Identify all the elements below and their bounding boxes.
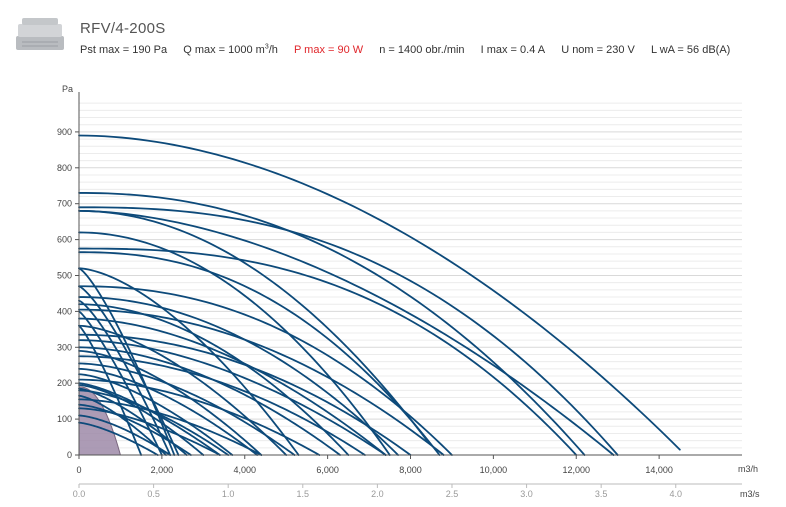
series-line [78,355,366,456]
x2-tick-label: 3.5 [595,489,608,499]
x2-tick-label: 4.0 [670,489,683,499]
spec-qmax: Q max = 1000 m3/h [183,43,278,56]
series-line [78,421,159,456]
x-tick-label: 0 [76,465,81,475]
y-tick-label: 0 [67,450,72,460]
spec-pst: Pst max = 190 Pa [80,44,168,56]
x-tick-label: 6,000 [316,465,339,475]
x-tick-label: 12,000 [562,465,590,475]
series-line [78,398,263,456]
series-line [78,209,615,456]
y-tick-label: 900 [57,127,72,137]
series-line [78,384,205,456]
series-line [78,373,234,456]
series-line [78,378,321,456]
spec-n: n = 1400 obr./min [379,44,465,56]
series-line [78,206,619,456]
spec-qmax-prefix: Q max = 1000 m [183,44,265,56]
series-line [78,285,180,456]
spec-unom: U nom = 230 V [561,44,635,56]
y-axis-unit: Pa [62,84,73,94]
curves [78,134,681,456]
x2-tick-label: 2.5 [446,489,459,499]
x2-tick-label: 1.0 [222,489,235,499]
series-line [78,407,221,456]
y-tick-label: 700 [57,199,72,209]
spec-imax: I max = 0.4 A [480,44,546,56]
x-tick-label: 2,000 [151,465,174,475]
series-line [78,339,387,456]
series-line [78,285,453,456]
y-tick-label: 300 [57,342,72,352]
x2-tick-label: 3.0 [520,489,533,499]
y-tick-label: 800 [57,163,72,173]
y-tick-label: 100 [57,414,72,424]
series-line [78,247,578,456]
x-tick-label: 4,000 [233,465,256,475]
x2-tick-label: 0.5 [147,489,160,499]
y-tick-label: 600 [57,235,72,245]
y-tick-label: 500 [57,271,72,281]
x-axis-unit: m3/h [738,464,758,474]
series-line [78,324,143,456]
series-line [78,209,428,442]
spec-qmax-sup: 3 [264,43,269,51]
x-tick-label: 14,000 [645,465,673,475]
series-line [78,362,296,456]
series-line [78,367,259,456]
fan-product-icon [16,18,64,50]
y-tick-label: 400 [57,306,72,316]
series-line [78,299,172,456]
x2-axis-unit: m3/s [740,489,760,499]
spec-pmax: P max = 90 W [293,44,364,56]
spec-line: Pst max = 190 Pa Q max = 1000 m3/h P max… [80,43,743,56]
series-line [78,333,412,456]
spec-lwa: L wA = 56 dB(A) [650,44,731,56]
series-line [78,267,300,456]
axes: 0 100 200 300 400 500 600 700 800 900 Pa 0 2,000 4,00… [57,84,760,499]
series-line [78,134,681,451]
x2-tick-label: 1.5 [297,489,310,499]
series-line [78,267,176,456]
series-line [78,251,441,456]
y-tick-label: 200 [57,378,72,388]
x-tick-label: 10,000 [480,465,508,475]
series-line [78,317,387,456]
series-line [78,414,172,456]
series-line [78,310,163,456]
product-title: RFV/4-200S [80,20,166,37]
series-line [78,308,445,456]
x-tick-label: 8,000 [399,465,422,475]
series-line [78,303,350,456]
header: RFV/4-200S Pst max = 190 Pa Q max = 1000… [0,0,786,70]
series-line [78,231,391,456]
x2-tick-label: 2.0 [371,489,384,499]
series-line [78,192,586,456]
spec-qmax-suffix: /h [268,44,278,56]
grid [79,102,742,449]
x2-tick-label: 0.0 [73,489,86,499]
